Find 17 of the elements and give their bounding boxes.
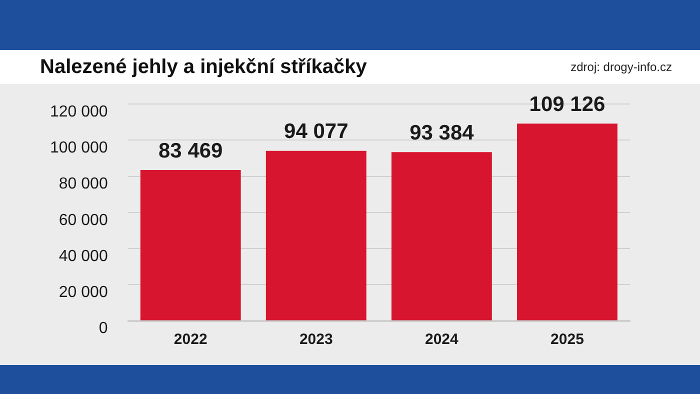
data-label: 83 469 [158,139,223,162]
y-tick-label: 20 000 [58,284,108,302]
y-tick-label: 40 000 [58,248,108,265]
y-tick-label: 60 000 [58,212,108,229]
data-label: 109 126 [529,92,606,116]
y-tick-label: 80 000 [58,176,108,193]
y-tick-label: 0 [98,320,108,338]
y-tick-label: 120 000 [50,103,108,120]
data-label: 94 077 [284,120,348,144]
text: zdroj: drogy-info.cz [570,60,672,74]
x-tick-label: 2023 [299,330,333,348]
y-tick-label: 100 000 [50,140,108,157]
chart-title: Nalezené jehly a injekční stříkačky [40,56,367,78]
x-tick-label: 2025 [550,330,584,348]
x-tick-label: 2024 [425,330,460,348]
data-label: 93 384 [410,121,474,144]
x-tick-label: 2022 [174,330,208,348]
